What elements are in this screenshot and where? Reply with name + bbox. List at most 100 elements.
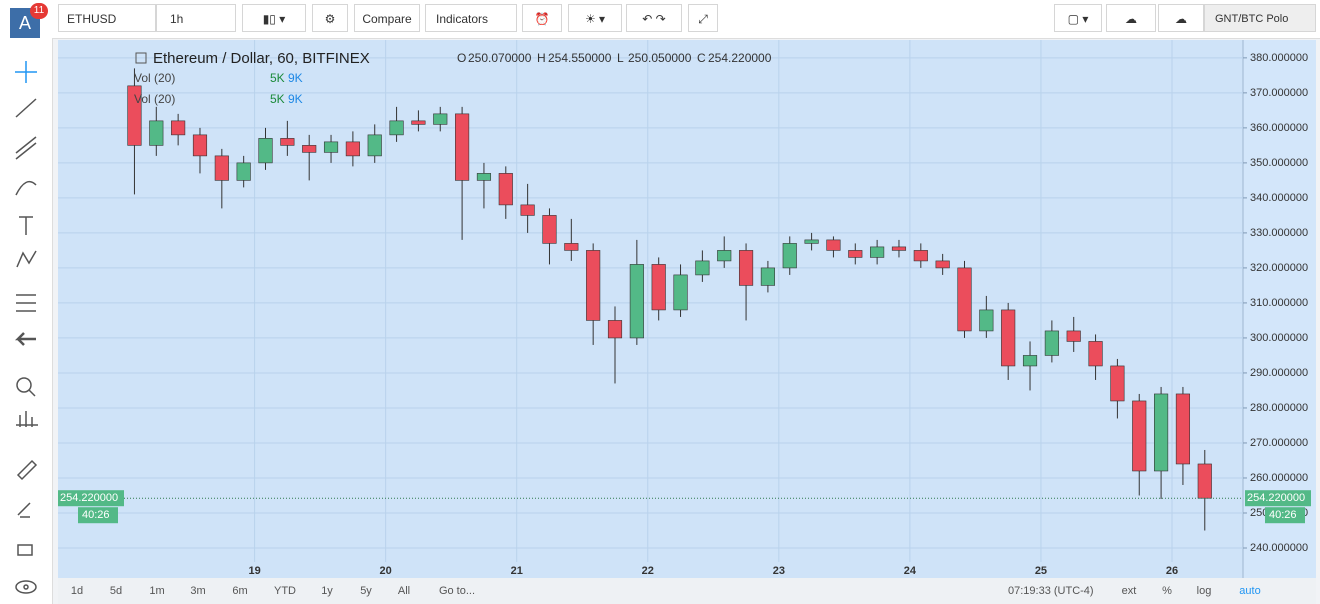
candle-body [1044, 330, 1059, 356]
range-button[interactable]: 1y [321, 585, 333, 597]
candle-body [1175, 393, 1191, 465]
candle-body [171, 120, 186, 136]
candle-body [957, 267, 972, 332]
candle-body [629, 264, 644, 339]
candle-body [302, 145, 317, 153]
candle-body [848, 250, 863, 258]
plot-background [58, 40, 1243, 578]
tool-icons[interactable] [0, 55, 52, 600]
bottom-bar [58, 578, 1316, 604]
x-tick-label: 21 [511, 565, 523, 577]
candle-body [870, 246, 885, 258]
last-price-tag [58, 490, 124, 507]
idea-button[interactable]: ☀ ▾ [568, 4, 622, 32]
range-button[interactable]: 5y [360, 585, 372, 597]
candle-body [149, 120, 164, 146]
ohlc-value: 250.050000 [628, 51, 692, 65]
save-button[interactable]: ☁ [1158, 4, 1204, 32]
x-tick-label: 26 [1166, 565, 1178, 577]
candle-body [673, 274, 688, 311]
badge: 11 [30, 3, 48, 19]
compare-button[interactable]: Compare [354, 4, 420, 32]
countdown-tag [1265, 507, 1305, 524]
chart-style-button[interactable]: ▮▯ ▾ [242, 4, 306, 32]
scale-toggle[interactable]: log [1197, 585, 1212, 597]
candle-body [738, 250, 754, 286]
countdown-label: 40:26 [1269, 509, 1297, 521]
x-tick-label: 24 [904, 565, 917, 577]
candle-body [695, 260, 710, 276]
range-button[interactable]: 6m [232, 585, 247, 597]
ohlc-key: C [697, 51, 706, 65]
x-tick-label: 20 [380, 565, 392, 577]
x-tick-label: 19 [248, 565, 260, 577]
y-tick-label: 310.000000 [1250, 297, 1308, 309]
candle-body [913, 250, 928, 262]
scale-toggle[interactable]: auto [1239, 585, 1260, 597]
candle-body [1132, 400, 1147, 472]
candle-body [760, 267, 775, 286]
y-tick-label: 370.000000 [1250, 87, 1308, 99]
range-button[interactable]: All [398, 585, 410, 597]
x-tick-label: 23 [773, 565, 785, 577]
load-button[interactable]: ☁ [1106, 4, 1156, 32]
candle-body [717, 250, 732, 262]
layout-button[interactable]: ▢ ▾ [1054, 4, 1102, 32]
last-price-label: 254.220000 [1247, 492, 1305, 504]
candle-body [258, 138, 273, 164]
candle-body [1022, 355, 1038, 367]
scale-toggle[interactable]: % [1162, 585, 1172, 597]
price-axis [1243, 40, 1316, 578]
last-price-tag [1245, 490, 1311, 507]
watchlist-button[interactable]: GNT/BTC Polo [1204, 4, 1316, 32]
y-tick-label: 380.000000 [1250, 52, 1308, 64]
range-button[interactable]: 5d [110, 585, 122, 597]
range-button[interactable]: 3m [190, 585, 205, 597]
y-tick-label: 340.000000 [1250, 192, 1308, 204]
candle-body [651, 264, 666, 311]
study-value: 5K [270, 92, 285, 106]
candle-body [455, 113, 470, 181]
range-button[interactable]: 1m [149, 585, 164, 597]
alert-button[interactable]: ⏰ [522, 4, 562, 32]
range-button[interactable]: 1d [71, 585, 83, 597]
candle-body [1110, 365, 1125, 402]
interval-button[interactable]: 1h [156, 4, 236, 32]
candle-body [367, 134, 382, 157]
candle-body [127, 85, 142, 146]
candle-body [192, 134, 208, 157]
candle-body [1088, 341, 1103, 367]
study-name: Vol (20) [134, 92, 175, 106]
scale-toggle[interactable]: ext [1122, 585, 1137, 597]
candle-body [323, 141, 339, 153]
candle-body [979, 309, 994, 332]
range-button[interactable]: Go to... [439, 585, 475, 597]
candle-body [1197, 463, 1212, 499]
study-name: Vol (20) [134, 71, 175, 85]
left-toolbar: A 11 [0, 0, 53, 604]
study-value: 5K [270, 71, 285, 85]
candle-body [476, 173, 492, 181]
candle-body [280, 138, 295, 146]
candle-body [236, 162, 251, 181]
settings-button[interactable]: ⚙ [312, 4, 348, 32]
study-value: 9K [288, 92, 303, 106]
range-button[interactable]: YTD [274, 585, 296, 597]
last-price-label: 254.220000 [60, 492, 118, 504]
ohlc-key: H [537, 51, 546, 65]
symbol-input[interactable]: ETHUSD [58, 4, 156, 32]
countdown-label: 40:26 [82, 509, 110, 521]
y-tick-label: 300.000000 [1250, 332, 1308, 344]
candle-body [433, 113, 448, 125]
y-tick-label: 350.000000 [1250, 157, 1308, 169]
legend-title: Ethereum / Dollar, 60, BITFINEX [153, 50, 370, 67]
y-tick-label: 320.000000 [1250, 262, 1308, 274]
study-value: 9K [288, 71, 303, 85]
y-tick-label: 330.000000 [1250, 227, 1308, 239]
undo-redo[interactable]: ↶ ↷ [626, 4, 682, 32]
y-tick-label: 360.000000 [1250, 122, 1308, 134]
indicators-button[interactable]: Indicators [425, 4, 517, 32]
fullscreen-button[interactable]: ⤢ [688, 4, 718, 32]
candle-body [804, 239, 819, 244]
